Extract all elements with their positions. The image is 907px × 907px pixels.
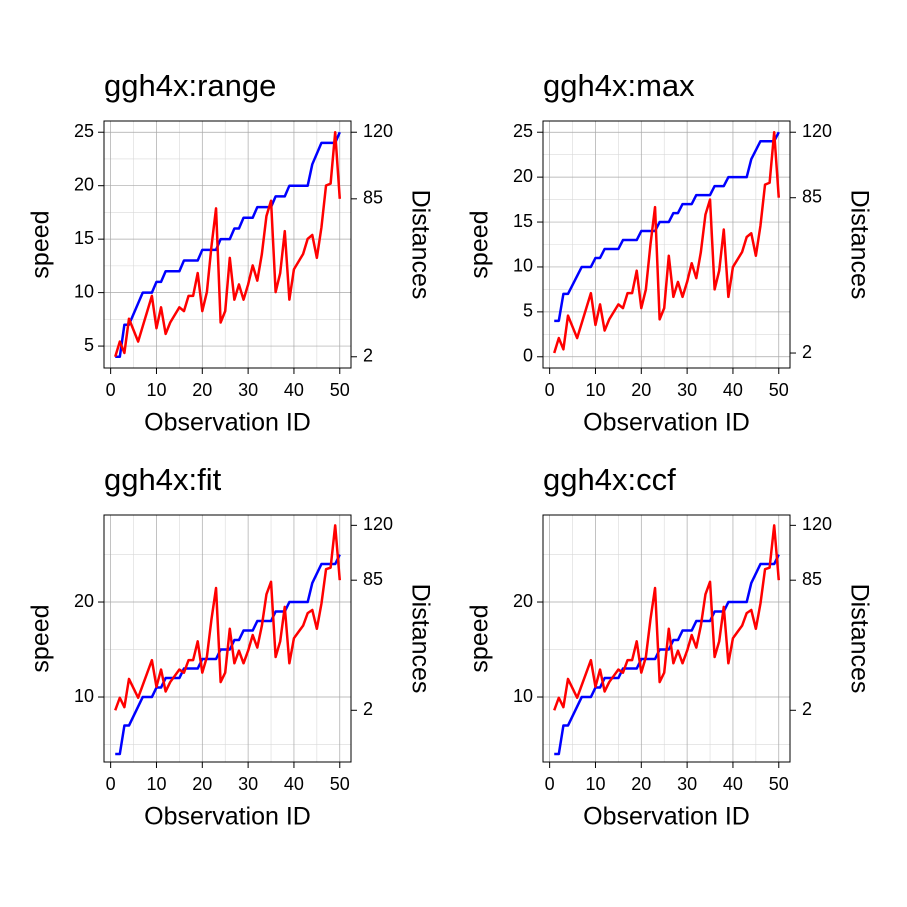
x-tick-label: 0 <box>545 380 555 400</box>
y-tick-label: 5 <box>523 301 533 321</box>
y2-axis-title: Distances <box>406 584 434 694</box>
x-tick-label: 0 <box>545 774 555 794</box>
x-axis-title: Observation ID <box>144 409 311 437</box>
x-axis-title: Observation ID <box>583 803 750 831</box>
chart-title: ggh4x:fit <box>104 462 222 497</box>
y-axis-title: speed <box>27 604 55 672</box>
panel-border <box>542 120 791 369</box>
x-tick-label: 30 <box>238 380 258 400</box>
y2-axis-title: Distances <box>406 190 434 300</box>
series-line <box>554 131 780 323</box>
chart-title: ggh4x:max <box>543 68 695 103</box>
y-axis-title: speed <box>466 210 494 278</box>
x-tick-label: 50 <box>330 380 350 400</box>
y-tick-label: 10 <box>513 686 533 706</box>
y-tick-label: 20 <box>74 591 94 611</box>
y-tick-label: 0 <box>523 346 533 366</box>
x-tick-label: 40 <box>723 380 743 400</box>
x-axis-title: Observation ID <box>583 409 750 437</box>
y2-tick-label: 120 <box>363 514 393 534</box>
x-tick-label: 40 <box>723 774 743 794</box>
y2-tick-label: 2 <box>363 699 373 719</box>
y-tick-label: 20 <box>513 591 533 611</box>
y-tick-label: 10 <box>513 256 533 276</box>
y2-tick-label: 85 <box>363 569 383 589</box>
y-tick-label: 5 <box>84 335 94 355</box>
x-tick-label: 0 <box>106 380 116 400</box>
series-line <box>553 524 781 711</box>
series-line <box>553 130 781 354</box>
y-tick-label: 25 <box>74 121 94 141</box>
y-tick-label: 20 <box>74 174 94 194</box>
y2-tick-label: 85 <box>802 186 822 206</box>
x-tick-label: 10 <box>585 380 605 400</box>
x-tick-label: 20 <box>631 774 651 794</box>
x-tick-label: 30 <box>677 380 697 400</box>
x-tick-label: 40 <box>284 774 304 794</box>
x-tick-label: 20 <box>192 380 212 400</box>
series-line <box>114 130 342 358</box>
y2-tick-label: 85 <box>802 569 822 589</box>
x-tick-label: 40 <box>284 380 304 400</box>
x-axis-title: Observation ID <box>144 803 311 831</box>
y2-tick-label: 2 <box>802 342 812 362</box>
y2-axis-title: Distances <box>845 190 873 300</box>
x-tick-label: 0 <box>106 774 116 794</box>
panel-border <box>103 514 352 763</box>
chart-title: ggh4x:ccf <box>543 462 676 497</box>
y-tick-label: 15 <box>74 228 94 248</box>
x-tick-label: 20 <box>631 380 651 400</box>
y2-tick-label: 120 <box>802 121 832 141</box>
y-tick-label: 10 <box>74 686 94 706</box>
panel-border <box>103 120 352 369</box>
x-tick-label: 10 <box>146 774 166 794</box>
x-tick-label: 50 <box>769 380 789 400</box>
y2-axis-title: Distances <box>845 584 873 694</box>
panel-border <box>542 514 791 763</box>
series-line <box>114 524 342 711</box>
y2-tick-label: 2 <box>802 699 812 719</box>
y-axis-title: speed <box>27 210 55 278</box>
y-tick-label: 10 <box>74 281 94 301</box>
x-tick-label: 10 <box>585 774 605 794</box>
y2-tick-label: 120 <box>802 514 832 534</box>
x-tick-label: 20 <box>192 774 212 794</box>
y-tick-label: 15 <box>513 211 533 231</box>
y2-tick-label: 120 <box>363 121 393 141</box>
x-tick-label: 50 <box>330 774 350 794</box>
y-tick-label: 20 <box>513 166 533 186</box>
y-tick-label: 25 <box>513 121 533 141</box>
x-tick-label: 50 <box>769 774 789 794</box>
chart-title: ggh4x:range <box>104 68 276 103</box>
y2-tick-label: 2 <box>363 346 373 366</box>
y-axis-title: speed <box>466 604 494 672</box>
x-tick-label: 10 <box>146 380 166 400</box>
y2-tick-label: 85 <box>363 188 383 208</box>
x-tick-label: 30 <box>677 774 697 794</box>
series-line <box>115 131 341 359</box>
x-tick-label: 30 <box>238 774 258 794</box>
